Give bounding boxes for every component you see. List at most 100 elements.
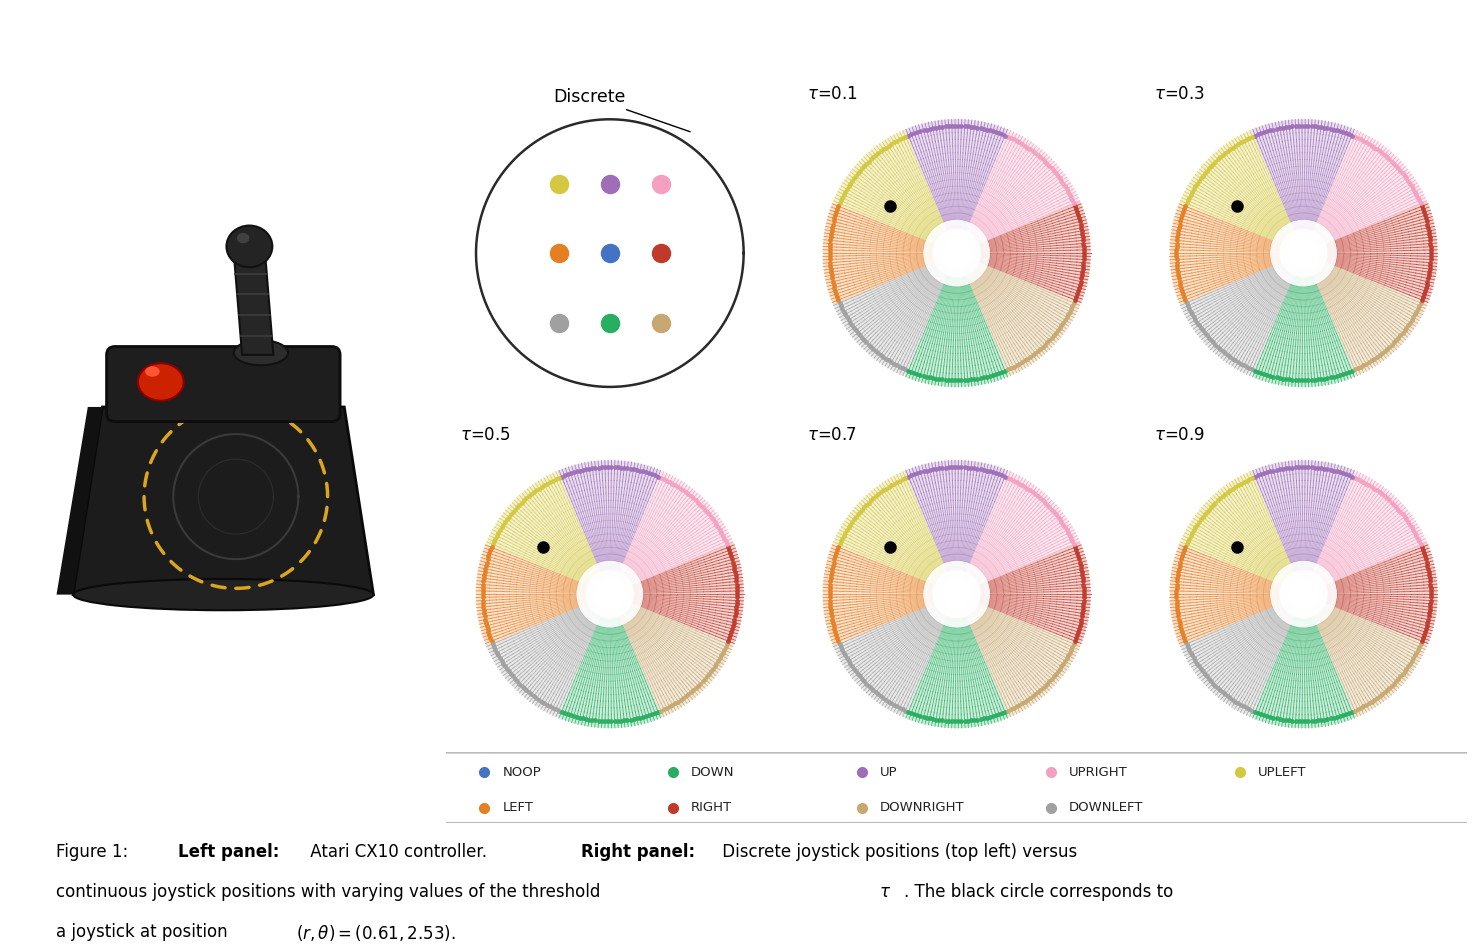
Text: continuous joystick positions with varying values of the threshold: continuous joystick positions with varyi… <box>56 883 606 901</box>
Polygon shape <box>1304 470 1427 594</box>
Polygon shape <box>1180 594 1304 718</box>
Polygon shape <box>486 471 609 594</box>
Text: Left panel:: Left panel: <box>178 843 279 861</box>
Polygon shape <box>1251 461 1353 594</box>
Text: Discrete: Discrete <box>554 88 691 131</box>
Polygon shape <box>907 594 1009 728</box>
Circle shape <box>932 570 981 618</box>
Text: Discrete joystick positions (top left) versus: Discrete joystick positions (top left) v… <box>717 843 1077 861</box>
Text: $\tau$=0.5: $\tau$=0.5 <box>459 426 511 445</box>
Circle shape <box>1279 229 1328 277</box>
Polygon shape <box>1304 129 1427 253</box>
Polygon shape <box>560 594 662 728</box>
Polygon shape <box>1304 542 1438 594</box>
Polygon shape <box>486 594 609 718</box>
Circle shape <box>1295 245 1312 261</box>
Polygon shape <box>557 461 659 594</box>
Ellipse shape <box>237 233 249 244</box>
Polygon shape <box>1169 544 1304 646</box>
Polygon shape <box>823 203 957 306</box>
Polygon shape <box>957 253 1091 304</box>
Polygon shape <box>1254 594 1356 728</box>
Polygon shape <box>1180 471 1304 594</box>
Text: $\tau$=0.1: $\tau$=0.1 <box>806 86 858 103</box>
Ellipse shape <box>73 579 373 610</box>
Polygon shape <box>957 594 1080 718</box>
Text: Right panel:: Right panel: <box>581 843 695 861</box>
Ellipse shape <box>145 367 160 377</box>
Polygon shape <box>1304 253 1427 376</box>
Ellipse shape <box>227 226 273 268</box>
Polygon shape <box>1169 203 1304 306</box>
Text: UPLEFT: UPLEFT <box>1258 765 1306 779</box>
Circle shape <box>1288 237 1319 269</box>
Circle shape <box>941 237 972 269</box>
Polygon shape <box>1180 253 1304 377</box>
Polygon shape <box>904 119 1006 253</box>
Circle shape <box>1279 570 1328 618</box>
FancyBboxPatch shape <box>107 347 339 422</box>
Polygon shape <box>609 594 744 645</box>
Text: UP: UP <box>880 765 898 779</box>
Polygon shape <box>907 253 1009 387</box>
Polygon shape <box>957 594 1091 645</box>
Polygon shape <box>957 129 1080 253</box>
Polygon shape <box>1304 594 1427 718</box>
Circle shape <box>576 561 643 627</box>
Text: . The black circle corresponds to: . The black circle corresponds to <box>904 883 1174 901</box>
Polygon shape <box>833 471 957 594</box>
Polygon shape <box>1180 129 1304 253</box>
Polygon shape <box>1304 201 1438 253</box>
Circle shape <box>602 586 618 603</box>
Polygon shape <box>833 594 957 718</box>
Polygon shape <box>1254 253 1356 387</box>
Text: DOWNLEFT: DOWNLEFT <box>1069 802 1144 814</box>
Polygon shape <box>234 252 273 355</box>
Circle shape <box>585 570 634 618</box>
Text: $\tau$=0.9: $\tau$=0.9 <box>1153 426 1205 445</box>
Text: UPRIGHT: UPRIGHT <box>1069 765 1128 779</box>
Text: $\tau$=0.7: $\tau$=0.7 <box>806 426 857 445</box>
Polygon shape <box>833 129 957 253</box>
Polygon shape <box>609 542 744 594</box>
Circle shape <box>923 561 990 627</box>
Circle shape <box>1295 586 1312 603</box>
Text: DOWN: DOWN <box>691 765 735 779</box>
Circle shape <box>1288 578 1319 610</box>
Polygon shape <box>609 470 734 594</box>
Circle shape <box>948 586 965 603</box>
Polygon shape <box>957 470 1080 594</box>
Circle shape <box>932 229 981 277</box>
Text: NOOP: NOOP <box>502 765 541 779</box>
Text: Atari CX10 controller.: Atari CX10 controller. <box>305 843 492 861</box>
Text: DOWNRIGHT: DOWNRIGHT <box>880 802 965 814</box>
Circle shape <box>1270 561 1337 627</box>
Polygon shape <box>904 461 1006 594</box>
Text: $\tau$: $\tau$ <box>879 883 891 901</box>
Text: $(r, \theta) = (0.61, 2.53)$.: $(r, \theta) = (0.61, 2.53)$. <box>296 923 456 943</box>
FancyBboxPatch shape <box>442 753 1472 823</box>
Circle shape <box>594 578 625 610</box>
Polygon shape <box>833 253 957 377</box>
Polygon shape <box>1304 253 1438 304</box>
Circle shape <box>1270 220 1337 287</box>
Circle shape <box>941 578 972 610</box>
Polygon shape <box>1304 594 1438 645</box>
Text: RIGHT: RIGHT <box>691 802 732 814</box>
Polygon shape <box>56 407 102 595</box>
Polygon shape <box>609 594 734 718</box>
Polygon shape <box>957 201 1091 253</box>
Circle shape <box>948 245 965 261</box>
Polygon shape <box>957 542 1091 594</box>
Text: Figure 1:: Figure 1: <box>56 843 133 861</box>
Text: LEFT: LEFT <box>502 802 534 814</box>
Polygon shape <box>957 253 1080 376</box>
Ellipse shape <box>138 363 184 401</box>
Circle shape <box>923 220 990 287</box>
Text: $\tau$=0.3: $\tau$=0.3 <box>1153 86 1205 103</box>
Polygon shape <box>73 407 373 595</box>
Text: a joystick at position: a joystick at position <box>56 923 233 942</box>
Ellipse shape <box>234 340 288 366</box>
Polygon shape <box>823 544 957 646</box>
Polygon shape <box>476 544 609 646</box>
